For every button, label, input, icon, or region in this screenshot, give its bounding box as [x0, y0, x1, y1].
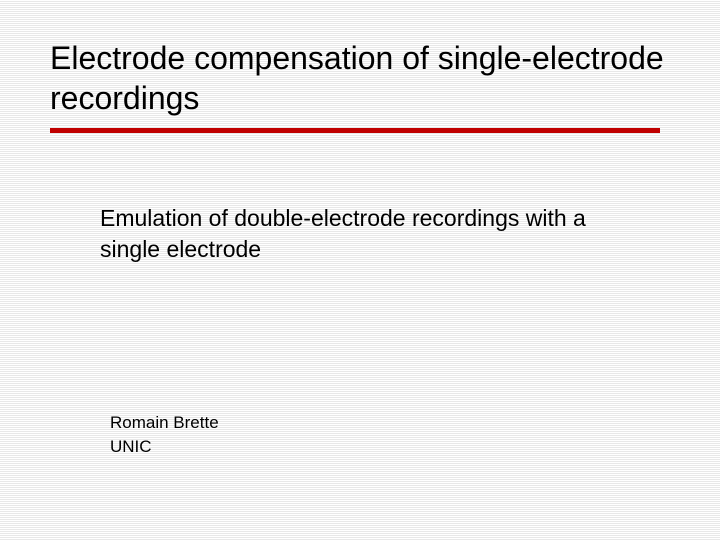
author-block: Romain Brette UNIC: [110, 411, 219, 460]
slide-container: Electrode compensation of single-electro…: [0, 0, 720, 540]
slide-subtitle: Emulation of double-electrode recordings…: [100, 203, 620, 265]
author-name: Romain Brette: [110, 411, 219, 436]
slide-title: Electrode compensation of single-electro…: [50, 38, 670, 118]
author-affiliation: UNIC: [110, 435, 219, 460]
title-divider: [50, 128, 660, 133]
